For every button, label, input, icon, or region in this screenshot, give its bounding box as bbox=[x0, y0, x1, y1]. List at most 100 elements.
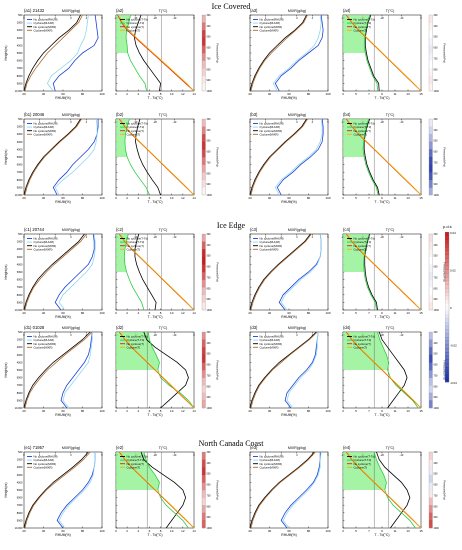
colorbar-cell bbox=[429, 30, 433, 38]
shared-colorbar-cell bbox=[445, 348, 449, 353]
series-line-4 bbox=[250, 233, 312, 311]
legend-entry: No cyclone(T) bbox=[127, 244, 144, 248]
shared-colorbar-tick-label: -0.04 bbox=[450, 381, 457, 385]
x-tick-label: 11 bbox=[393, 529, 396, 533]
pressure-axis-label: Pressure(hPa) bbox=[216, 43, 220, 62]
top-tick-label: 2 bbox=[280, 333, 282, 337]
pressure-tick-label: 900 bbox=[207, 396, 212, 399]
colorbar-cell bbox=[202, 264, 206, 273]
colorbar-frame bbox=[201, 451, 206, 529]
pressure-tick-label: 700 bbox=[434, 57, 439, 60]
top-tick-label: 5 bbox=[101, 120, 103, 124]
series-line-1 bbox=[135, 118, 161, 196]
shared-colorbar-cell bbox=[445, 344, 449, 349]
pressure-tick-label: 600 bbox=[434, 266, 439, 269]
x-tick-label: 12 bbox=[181, 529, 185, 533]
legend-entry: Cyclone(T-Td) bbox=[354, 240, 372, 244]
x-tick-label: 80 bbox=[81, 196, 85, 200]
pressure-tick-label: 400 bbox=[434, 129, 439, 132]
series-line-2 bbox=[46, 14, 89, 92]
chart-c3: (c3) MIXR(g/kg) 0 1 2 3 4 5 20 40 60 80 100 RHUM(%) No… bbox=[248, 227, 331, 319]
top-tick-label: -10 bbox=[400, 16, 404, 20]
y-tick-label: 10,000 bbox=[15, 406, 23, 410]
colorbar-cell bbox=[202, 157, 206, 165]
colorbar-cell bbox=[202, 37, 206, 46]
legend-entry: No cyclone(T) bbox=[354, 342, 371, 346]
series-line-4 bbox=[24, 331, 93, 409]
shared-colorbar-cell bbox=[445, 374, 449, 379]
x-tick-label: 3 bbox=[342, 92, 344, 96]
top-tick-label: -30 bbox=[134, 235, 138, 239]
legend-entry: No cyclone(RHUM) bbox=[260, 122, 284, 126]
pressure-tick-label: 600 bbox=[434, 47, 439, 50]
x-tick-label: 6 bbox=[149, 92, 151, 96]
y-tick-label: 2000 bbox=[17, 132, 23, 136]
x-axis-label: T - Td(°C) bbox=[375, 96, 390, 100]
legend-entry: No cyclone(T-Td) bbox=[354, 237, 376, 241]
y-tick-label: 8000 bbox=[17, 178, 23, 182]
shared-colorbar-cell bbox=[445, 340, 449, 345]
colorbar-cell bbox=[202, 126, 206, 135]
colorbar-cell bbox=[429, 467, 433, 475]
legend-entry: Cyclone(T-Td) bbox=[127, 240, 145, 244]
top-tick-label: 4 bbox=[86, 453, 88, 457]
pressure-tick-label: 500 bbox=[207, 353, 212, 356]
series-line-1 bbox=[276, 118, 324, 196]
legend-entry: No cyclone(RHUM) bbox=[260, 455, 284, 459]
pressure-tick-label: 500 bbox=[434, 353, 439, 356]
shared-colorbar-cell bbox=[445, 288, 449, 293]
series-line-4 bbox=[250, 118, 308, 196]
panel-title: (e1) 71957 bbox=[24, 445, 45, 450]
legend-entry: Cyclone(T-Td) bbox=[127, 125, 145, 129]
pressure-tick-label: 1000 bbox=[434, 407, 440, 410]
y-tick-label: 4000 bbox=[17, 262, 23, 266]
series-line-2 bbox=[272, 14, 322, 92]
pressure-tick-label: 900 bbox=[207, 183, 212, 186]
shared-colorbar-cell bbox=[445, 318, 449, 323]
shared-colorbar-cell bbox=[445, 314, 449, 319]
pressure-tick-label: 900 bbox=[207, 79, 212, 82]
x-axis-label: T - Td(°C) bbox=[148, 200, 163, 204]
colorbar-cell bbox=[429, 141, 433, 150]
top-tick-label: 4 bbox=[312, 120, 314, 124]
series-line-2 bbox=[363, 14, 378, 92]
x-tick-label: 20 bbox=[248, 92, 252, 96]
series-line-4 bbox=[250, 14, 308, 92]
series-line-1 bbox=[134, 233, 157, 311]
series-line-1 bbox=[284, 331, 319, 409]
y-tick-label: 9000 bbox=[17, 81, 23, 85]
x-axis-label: T - Td(°C) bbox=[375, 533, 390, 537]
colorbar-cell bbox=[202, 75, 206, 84]
shared-colorbar-cell bbox=[445, 254, 449, 259]
panel-e3: (e3) MIXR(g/kg) 0 1 2 3 4 5 20 40 60 80 100 RHUM(%) No… bbox=[228, 442, 366, 540]
legend-entry: Cyclone(MIXR) bbox=[34, 465, 53, 469]
legend-entry: Cyclone(MIXR) bbox=[260, 345, 279, 349]
x-tick-label: 60 bbox=[287, 92, 291, 96]
shared-colorbar-cell bbox=[445, 307, 449, 311]
shared-colorbar-cell bbox=[445, 299, 449, 304]
pressure-tick-label: 600 bbox=[207, 266, 212, 269]
colorbar-frame bbox=[201, 118, 206, 196]
x-tick-label: 60 bbox=[287, 409, 291, 413]
x-tick-label: 100 bbox=[99, 311, 104, 315]
legend-entry: No cyclone(T) bbox=[127, 462, 144, 466]
series-line-2 bbox=[280, 233, 322, 311]
panel-title: (e3) bbox=[250, 445, 258, 450]
x-tick-label: 0 bbox=[115, 92, 117, 96]
series-line-4 bbox=[346, 118, 422, 196]
colorbar-cell bbox=[202, 256, 206, 265]
section-title-ice-covered: Ice Covered bbox=[211, 2, 251, 11]
x-tick-label: 11 bbox=[393, 92, 396, 96]
top-tick-label: 3 bbox=[70, 120, 72, 124]
top-tick-label: 0 bbox=[249, 16, 251, 20]
x-tick-label: 80 bbox=[81, 529, 85, 533]
pressure-tick-label: 700 bbox=[207, 161, 212, 164]
pressure-tick-label: 300 bbox=[207, 331, 212, 334]
x-axis-label: RHUM(%) bbox=[281, 96, 296, 100]
colorbar-cell bbox=[429, 452, 433, 460]
legend-entry: No cyclone(RHUM) bbox=[34, 18, 58, 22]
legend: No cyclone(T-Td)Cyclone(T-Td)No cyclone(… bbox=[347, 335, 375, 349]
pressure-tick-label: 500 bbox=[434, 255, 439, 258]
x-tick-label: 40 bbox=[42, 311, 46, 315]
